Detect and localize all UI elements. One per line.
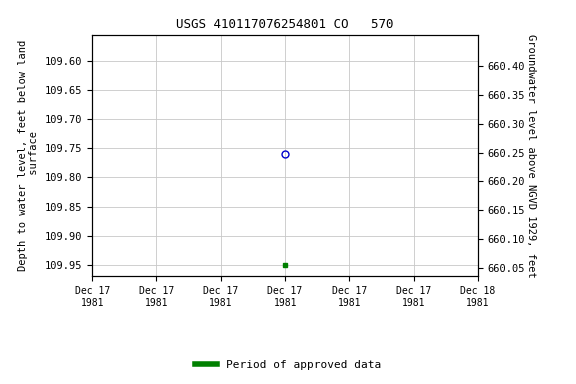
Y-axis label: Groundwater level above NGVD 1929, feet: Groundwater level above NGVD 1929, feet — [526, 34, 536, 277]
Legend: Period of approved data: Period of approved data — [191, 356, 385, 375]
Title: USGS 410117076254801 CO   570: USGS 410117076254801 CO 570 — [176, 18, 394, 31]
Y-axis label: Depth to water level, feet below land
 surface: Depth to water level, feet below land su… — [18, 40, 39, 271]
